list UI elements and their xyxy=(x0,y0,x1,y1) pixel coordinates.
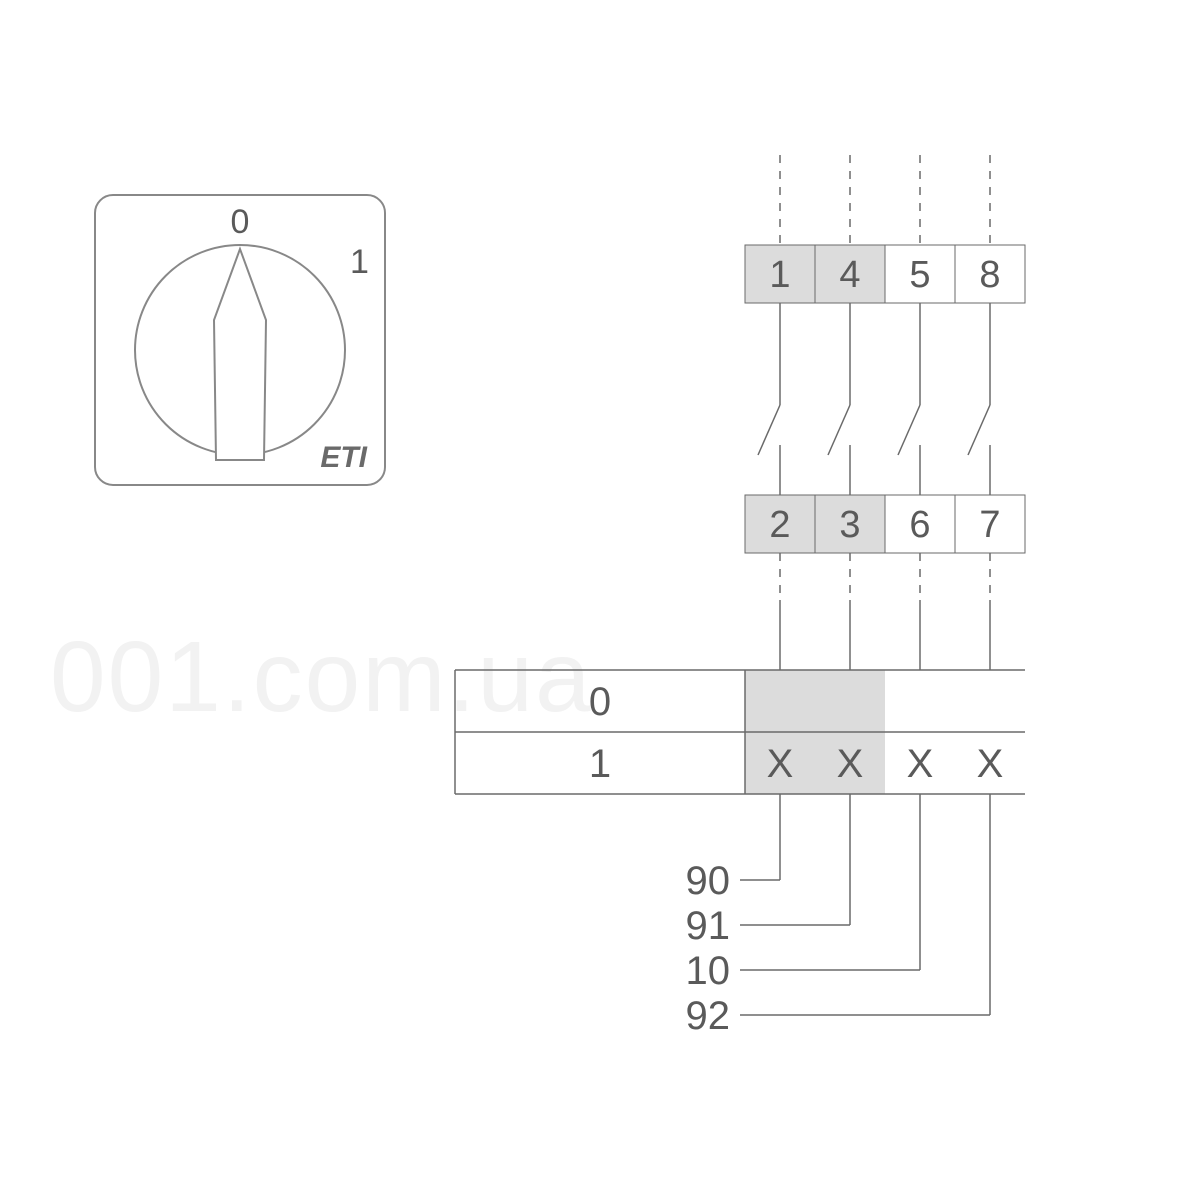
terminal-top-label: 5 xyxy=(909,254,930,296)
switch-knob xyxy=(214,249,266,460)
diagram-root: { "watermark":"001.com.ua", "switch":{ "… xyxy=(0,0,1200,1200)
diagram-svg: 01ETI1458236701XXXX90911092 xyxy=(0,0,1200,1200)
angle-label: 10 xyxy=(686,949,731,993)
contact-open xyxy=(758,405,780,455)
terminal-bottom-label: 7 xyxy=(979,504,1000,546)
terminal-bottom-label: 3 xyxy=(839,504,860,546)
table-row-label: 0 xyxy=(589,680,611,724)
table-cell: X xyxy=(977,742,1004,786)
angle-label: 92 xyxy=(686,994,731,1038)
contact-open xyxy=(968,405,990,455)
switch-pos0-label: 0 xyxy=(231,203,250,241)
table-cell: X xyxy=(837,742,864,786)
table-row-label: 1 xyxy=(589,742,611,786)
terminal-top-label: 4 xyxy=(839,254,860,296)
terminal-top-label: 8 xyxy=(979,254,1000,296)
angle-label: 91 xyxy=(686,904,731,948)
contact-open xyxy=(828,405,850,455)
table-cell: X xyxy=(907,742,934,786)
switch-pos1-label: 1 xyxy=(350,243,369,281)
terminal-bottom-label: 6 xyxy=(909,504,930,546)
switch-brand: ETI xyxy=(320,441,367,474)
table-cell: X xyxy=(767,742,794,786)
terminal-top-label: 1 xyxy=(769,254,790,296)
angle-label: 90 xyxy=(686,859,731,903)
terminal-bottom-label: 2 xyxy=(769,504,790,546)
contact-open xyxy=(898,405,920,455)
